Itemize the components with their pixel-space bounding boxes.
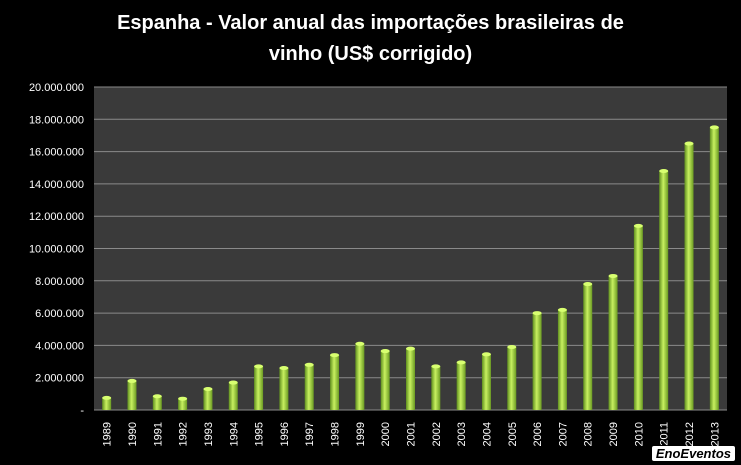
y-tick-label: 10.000.000 <box>29 244 84 256</box>
bar-cap-1992 <box>178 396 188 401</box>
bar-cap-1990 <box>127 378 137 383</box>
bar-cap-1993 <box>203 387 213 392</box>
x-tick-label: 2011 <box>659 422 671 446</box>
bar-cap-1995 <box>254 364 264 369</box>
bar-2010 <box>633 225 643 410</box>
x-tick-label: 1995 <box>254 422 266 446</box>
y-tick-label: 12.000.000 <box>29 211 84 223</box>
x-tick-label: 1999 <box>355 422 367 446</box>
bar-2013 <box>709 127 719 410</box>
x-tick-label: 1993 <box>203 422 215 446</box>
x-tick-label: 1989 <box>102 422 114 446</box>
bar-cap-2010 <box>633 223 643 228</box>
bar-cap-1989 <box>102 395 112 400</box>
bar-cap-2005 <box>507 345 517 350</box>
bar-1990 <box>127 380 137 410</box>
bar-1998 <box>330 355 340 410</box>
bar-2000 <box>380 351 390 410</box>
bar-2006 <box>532 313 542 410</box>
bar-1993 <box>203 389 213 410</box>
watermark-logo: EnoEventos <box>651 446 735 461</box>
bar-1999 <box>355 343 365 410</box>
bar-2009 <box>608 275 618 410</box>
x-tick-label: 2001 <box>406 422 418 446</box>
bar-cap-2000 <box>380 349 390 354</box>
x-tick-label: 1998 <box>330 422 342 446</box>
y-tick-label: 2.000.000 <box>35 373 84 385</box>
bar-cap-1998 <box>330 353 340 358</box>
bar-cap-1991 <box>152 394 162 399</box>
x-tick-label: 2000 <box>380 422 392 446</box>
x-tick-label: 2012 <box>684 422 696 446</box>
x-tick-label: 1997 <box>304 422 316 446</box>
x-tick-label: 1990 <box>127 422 139 446</box>
bar-1996 <box>279 368 289 410</box>
y-tick-label: 20.000.000 <box>29 82 84 94</box>
x-tick-label: 2003 <box>456 422 468 446</box>
x-tick-label: 2010 <box>633 422 645 446</box>
bar-cap-1996 <box>279 366 289 371</box>
y-tick-label: 18.000.000 <box>29 114 84 126</box>
bar-1995 <box>254 366 264 410</box>
bar-2002 <box>431 366 441 410</box>
x-tick-label: 2004 <box>481 422 493 446</box>
bar-cap-2004 <box>481 352 491 357</box>
chart-title-line-1: Espanha - Valor anual das importações br… <box>117 12 624 34</box>
x-tick-label: 1994 <box>228 422 240 446</box>
chart-title-line-2: vinho (US$ corrigido) <box>268 43 473 65</box>
y-tick-label: 8.000.000 <box>35 276 84 288</box>
bar-cap-2009 <box>608 273 618 278</box>
bar-cap-1999 <box>355 341 365 346</box>
y-tick-label: 6.000.000 <box>35 308 84 320</box>
bar-cap-2007 <box>557 307 567 312</box>
x-tick-label: 2008 <box>583 422 595 446</box>
bar-cap-2003 <box>456 360 466 365</box>
y-tick-label: - <box>80 405 84 417</box>
bar-cap-2011 <box>659 168 669 173</box>
y-tick-label: 14.000.000 <box>29 179 84 191</box>
x-tick-label: 2006 <box>532 422 544 446</box>
bar-2001 <box>406 348 415 410</box>
x-tick-label: 2002 <box>431 422 443 446</box>
bar-cap-2013 <box>709 125 719 130</box>
bar-2005 <box>507 347 517 410</box>
x-tick-label: 2009 <box>608 422 620 446</box>
bar-1989 <box>102 397 112 410</box>
x-tick-label: 2013 <box>709 422 721 446</box>
bar-2007 <box>557 309 567 410</box>
bar-2008 <box>583 284 593 410</box>
bar-1994 <box>228 382 238 410</box>
x-tick-label: 1991 <box>152 422 164 446</box>
bar-cap-1997 <box>304 362 314 367</box>
bar-cap-2012 <box>684 141 694 146</box>
bar-cap-2001 <box>406 346 415 351</box>
y-tick-label: 4.000.000 <box>35 340 84 352</box>
bar-cap-2006 <box>532 311 542 316</box>
bar-2004 <box>481 354 491 410</box>
bar-2003 <box>456 362 466 410</box>
bar-cap-2008 <box>583 282 593 287</box>
x-tick-label: 2007 <box>557 422 569 446</box>
bar-cap-1994 <box>228 380 238 385</box>
bar-cap-2002 <box>431 364 441 369</box>
x-tick-label: 2005 <box>507 422 519 446</box>
bar-2011 <box>659 170 669 410</box>
x-tick-label: 1996 <box>279 422 291 446</box>
bar-2012 <box>684 143 694 410</box>
x-tick-label: 1992 <box>178 422 190 446</box>
y-tick-label: 16.000.000 <box>29 147 84 159</box>
bar-1992 <box>178 398 188 410</box>
bar-1997 <box>304 364 314 410</box>
bar-1991 <box>152 396 162 410</box>
